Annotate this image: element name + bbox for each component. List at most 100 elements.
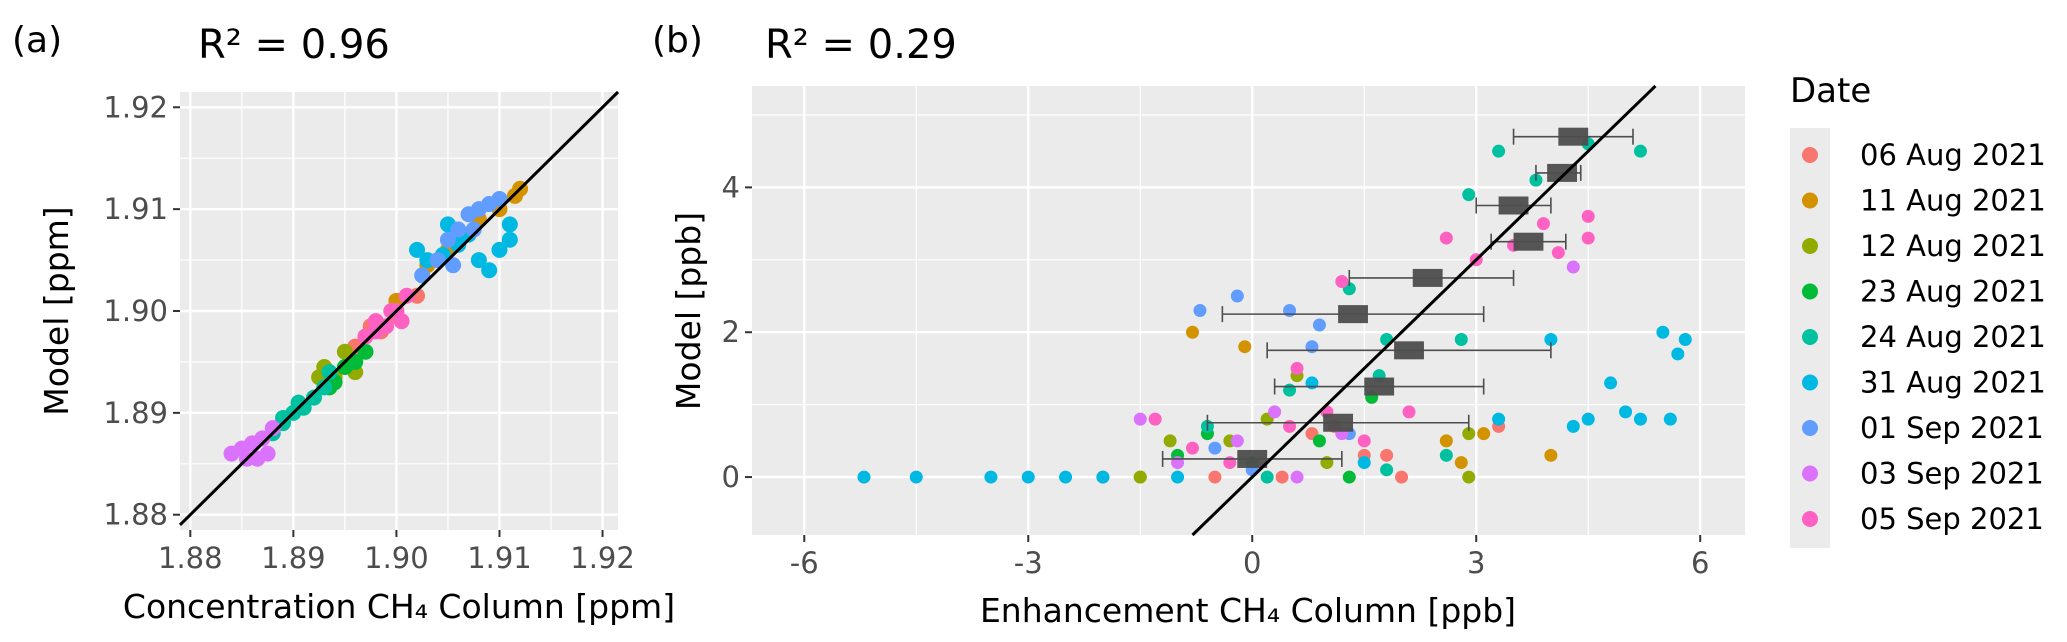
data-point xyxy=(321,364,338,381)
legend-label: 11 Aug 2021 xyxy=(1860,184,2046,218)
data-point xyxy=(909,470,923,484)
data-point xyxy=(259,445,276,462)
data-point xyxy=(1633,144,1647,158)
panel-b-x-axis-title: Enhancement CH₄ Column [ppb] xyxy=(980,591,1516,630)
data-point xyxy=(1312,318,1326,332)
data-point xyxy=(1290,361,1304,375)
data-point xyxy=(1163,434,1177,448)
data-point xyxy=(1133,470,1147,484)
data-point xyxy=(1208,470,1222,484)
legend-key xyxy=(1802,238,1818,254)
data-point xyxy=(501,216,518,233)
data-point xyxy=(305,389,322,406)
data-point xyxy=(1275,470,1289,484)
x-tick-label: 1.91 xyxy=(467,541,532,575)
legend-label: 03 Sep 2021 xyxy=(1860,457,2044,491)
data-point xyxy=(1395,470,1409,484)
data-point xyxy=(409,241,426,258)
data-point xyxy=(1462,470,1476,484)
data-point xyxy=(501,231,518,248)
data-point xyxy=(1312,434,1326,448)
data-point xyxy=(1342,470,1356,484)
data-point xyxy=(1171,470,1185,484)
y-tick-label: 2 xyxy=(722,315,740,349)
data-point xyxy=(1223,456,1237,470)
legend-title: Date xyxy=(1790,71,1871,111)
data-point xyxy=(1544,448,1558,462)
data-point xyxy=(1454,456,1468,470)
box-iqr xyxy=(1338,305,1368,324)
x-tick-label: 3 xyxy=(1467,546,1485,580)
data-point xyxy=(465,221,482,238)
y-tick-label: 1.89 xyxy=(103,396,168,430)
data-point xyxy=(450,221,467,238)
legend-label: 12 Aug 2021 xyxy=(1860,229,2046,263)
panel-a-label: (a) xyxy=(12,20,62,61)
x-tick-label: 1.92 xyxy=(570,541,635,575)
legend-label: 01 Sep 2021 xyxy=(1860,411,2044,445)
y-tick-label: 1.88 xyxy=(103,498,168,532)
data-point xyxy=(1678,332,1692,346)
legend-label: 24 Aug 2021 xyxy=(1860,320,2046,354)
panel-a-ticks: 1.88 1.89 1.90 1.91 1.92 1.88 1.89 1.90 1.91 1.92 xyxy=(103,90,634,575)
data-point xyxy=(429,252,446,269)
box-iqr xyxy=(1513,232,1544,251)
data-point xyxy=(1335,275,1349,289)
panel-a-x-axis-title: Concentration CH₄ Column [ppm] xyxy=(123,587,675,626)
y-tick-label: 0 xyxy=(722,460,740,494)
data-point xyxy=(414,267,431,284)
panel-a-identity-line xyxy=(178,90,620,526)
panel-a: (a) R² = 0.96 1.88 1.89 1.90 1.91 1.921.881.… xyxy=(12,20,675,626)
panel-b-identity-line xyxy=(1191,84,1657,537)
data-point xyxy=(254,430,271,447)
panel-b: (b) R² = 0.29 -6 -3 0 3 6 0 2 4 Enhancement CH₄… xyxy=(652,20,1745,630)
x-tick-label: 1.88 xyxy=(158,541,223,575)
data-point xyxy=(336,343,353,360)
panel-b-r2: R² = 0.29 xyxy=(765,22,957,68)
data-point xyxy=(1357,456,1371,470)
legend-label: 31 Aug 2021 xyxy=(1860,366,2046,400)
data-point xyxy=(1566,419,1580,433)
legend-key xyxy=(1802,511,1818,527)
data-point xyxy=(1544,332,1558,346)
data-point xyxy=(1283,304,1297,317)
legend-label: 06 Aug 2021 xyxy=(1860,138,2046,172)
data-point xyxy=(1186,441,1200,455)
y-tick-label: 4 xyxy=(722,170,740,204)
x-tick-label: 0 xyxy=(1243,546,1261,580)
data-point xyxy=(1477,427,1491,441)
data-point xyxy=(1186,325,1200,339)
x-tick-label: 6 xyxy=(1691,546,1709,580)
box-iqr xyxy=(1323,413,1354,432)
x-tick-label: 1.89 xyxy=(261,541,326,575)
data-point xyxy=(1148,412,1162,426)
data-point xyxy=(398,287,415,304)
legend-key xyxy=(1802,465,1818,482)
data-point xyxy=(1402,405,1416,419)
data-point xyxy=(1536,217,1550,231)
data-point xyxy=(1059,470,1073,484)
y-tick-label: 1.92 xyxy=(103,90,168,124)
data-point xyxy=(1551,246,1565,260)
data-point xyxy=(347,353,364,370)
data-point xyxy=(481,262,498,279)
x-tick-label: -6 xyxy=(790,546,819,580)
data-point xyxy=(1492,412,1506,426)
data-point xyxy=(1454,332,1468,346)
data-point xyxy=(1133,412,1147,426)
legend-key xyxy=(1802,374,1818,391)
panel-a-r2: R² = 0.96 xyxy=(198,22,390,68)
data-point xyxy=(1492,144,1506,158)
data-point xyxy=(1096,470,1110,484)
legend-key xyxy=(1802,283,1818,300)
data-point xyxy=(1581,412,1595,426)
data-point xyxy=(1439,231,1453,245)
data-point xyxy=(264,420,281,437)
panel-b-y-axis-title: Model [ppb] xyxy=(669,212,708,410)
panel-b-label: (b) xyxy=(652,20,703,61)
data-point xyxy=(1283,419,1297,433)
legend-key xyxy=(1802,147,1818,163)
data-point xyxy=(1380,448,1394,462)
data-point xyxy=(439,231,456,248)
